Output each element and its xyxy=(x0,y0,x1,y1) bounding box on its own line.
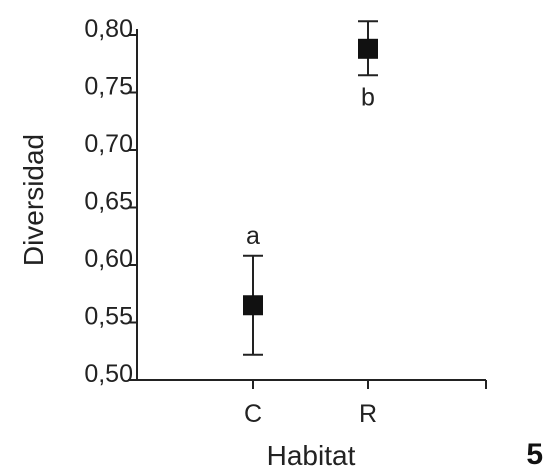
data-point-R: b xyxy=(358,20,378,111)
data-point-C: a xyxy=(243,222,263,356)
y-tick-label: 0,55 xyxy=(84,303,133,331)
y-ticks: 0,50 0,55 0,60 0,65 0,70 0,75 0,80 xyxy=(84,15,137,388)
data-points: ab xyxy=(243,20,378,356)
y-tick-label: 0,75 xyxy=(84,73,133,101)
y-tick-label: 0,50 xyxy=(84,360,133,388)
y-tick-label: 0,65 xyxy=(84,188,133,216)
y-tick-label: 0,70 xyxy=(84,130,133,158)
y-axis-title: Diversidad xyxy=(18,134,49,266)
x-axis-title: Habitat xyxy=(267,440,356,471)
significance-label: a xyxy=(246,222,260,250)
y-tick-label: 0,60 xyxy=(84,245,133,273)
significance-label: b xyxy=(361,83,375,111)
x-tick-label: R xyxy=(359,400,377,428)
point-marker xyxy=(358,38,378,59)
panel-number: 5 xyxy=(526,438,543,471)
point-marker xyxy=(243,295,263,316)
axes xyxy=(136,29,486,381)
x-tick-label: C xyxy=(244,400,262,428)
y-tick-label: 0,80 xyxy=(84,15,133,43)
